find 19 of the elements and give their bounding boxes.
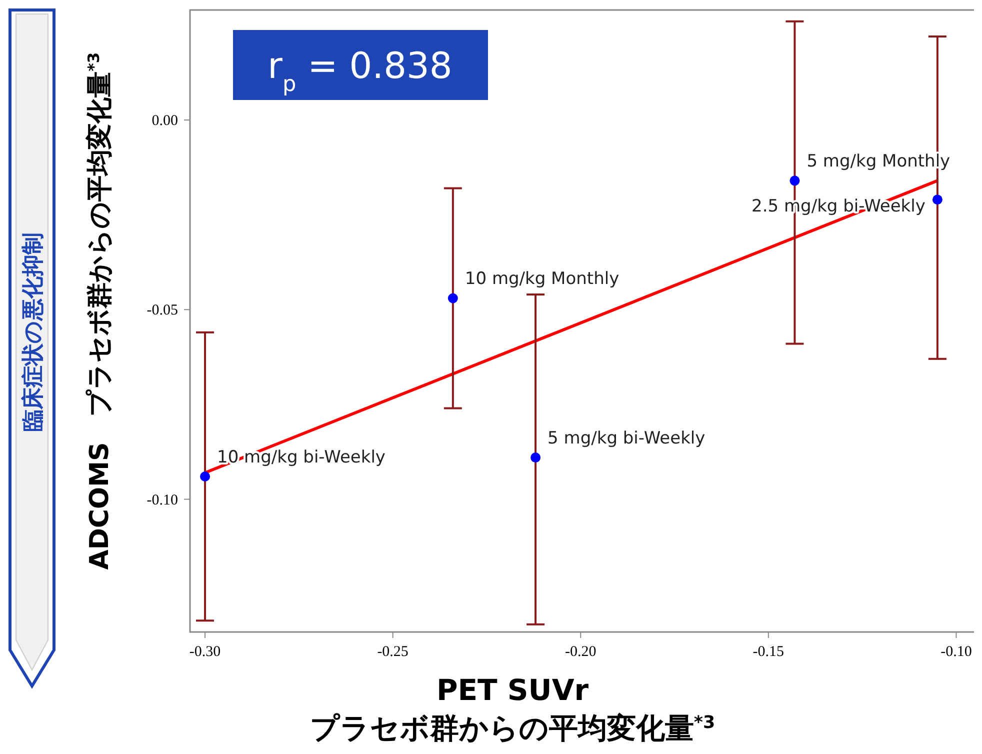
x-tick-label: -0.15 [752,644,784,660]
point [790,176,800,186]
y-tick-label: -0.05 [146,302,178,319]
y-tick-label: 0.00 [152,112,178,129]
text: 臨床症状の悪化抑制 [20,232,46,432]
point [530,452,541,463]
point [448,293,458,304]
annotation: 10 mg/kg bi-Weekly [217,448,386,468]
y-tick-label: -0.10 [146,492,178,508]
point [932,194,942,205]
annotation: r$_{p}$ = 0.838 [268,46,452,96]
x-tick-label: -0.30 [189,644,221,660]
point [200,472,210,482]
x-tick-label: -0.10 [940,644,972,660]
x-tick-label: -0.25 [377,644,408,660]
x-tick-label: -0.20 [564,644,596,660]
x-axis-title: PET SUVr プラセボ群からの平均変化量$^{*3}$ [310,673,716,745]
annotation: 5 mg/kg bi-Weekly [548,428,706,449]
annotation: 10 mg/kg Monthly [464,269,620,290]
